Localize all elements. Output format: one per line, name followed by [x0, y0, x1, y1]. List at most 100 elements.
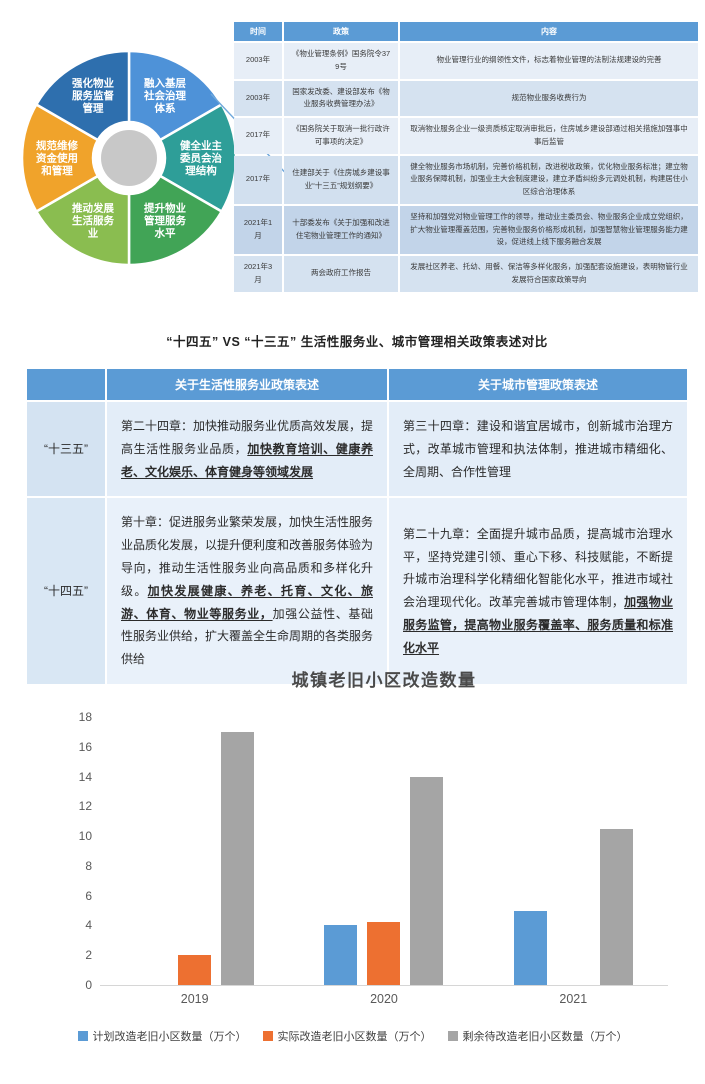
- y-tick-label: 6: [85, 888, 92, 903]
- donut-segment-label: 规范维修资金使用和管理: [36, 139, 78, 177]
- policy-cell: 健全物业服务市场机制，完善价格机制，改进税收政策，优化物业服务标准；建立物业服务…: [400, 155, 698, 204]
- comparison-column-header: [27, 369, 105, 400]
- y-tick-label: 2: [85, 948, 92, 963]
- bar: [513, 910, 547, 985]
- body-text: 第二十九章：全面提升城市品质，提高城市治理水平，坚持党建引领、重心下移、科技赋能…: [403, 526, 673, 610]
- policy-cell: 2017年: [234, 155, 282, 204]
- donut-segment-label: 强化物业服务监督管理: [72, 77, 114, 115]
- comparison-title: “十四五” VS “十三五” 生活性服务业、城市管理相关政策表述对比: [166, 335, 548, 349]
- y-tick-label: 14: [78, 769, 92, 784]
- y-tick-label: 4: [85, 918, 92, 933]
- highlighted-text: 加快教育培训、健康养老、文化娱乐、体育健身等领域发展: [121, 441, 373, 479]
- comparison-header-row: 关于生活性服务业政策表述 关于城市管理政策表述: [27, 369, 687, 400]
- donut-segment: [158, 102, 238, 214]
- policy-table-row: 2021年3月 两会政府工作报告 发展社区养老、托幼、用餐、保洁等多样化服务，加强配…: [234, 256, 698, 292]
- donut-segment: [34, 49, 131, 142]
- policy-cell: 2017年: [234, 118, 282, 154]
- body-text: 第二十四章：加快推动服务业优质高效发展，提高生活性服务业品质，: [121, 419, 374, 456]
- policy-cell: 住建部关于《住房城乡建设事业“十三五”规划纲要》: [284, 155, 398, 204]
- body-text: 第三十四章：建设和谐宜居城市，创新城市治理方式，改革城市管理和执法体制，推进城市…: [403, 419, 673, 479]
- donut-segment-label: 融入基层社会治理体系: [143, 77, 186, 115]
- legend-item: 计划改造老旧小区数量（万个）: [77, 1028, 247, 1044]
- x-tick-label: 2019: [180, 992, 209, 1006]
- comparison-table: 关于生活性服务业政策表述 关于城市管理政策表述 “十三五” 第二十四章：加快推动服务…: [25, 367, 689, 686]
- comparison-row: “十四五” 第十章：促进服务业繁荣发展，加快生活性服务业品质化发展，以提升便利度和…: [27, 498, 687, 684]
- legend-swatch-icon: [447, 1031, 458, 1041]
- highlighted-text: 加强物业服务监管，提高物业服务覆盖率、服务质量和标准化水平: [403, 595, 673, 655]
- policy-table-header-row: 时间 政策 内容: [234, 22, 698, 41]
- highlighted-text: 加快发展健康、养老、托育、文化、旅游、体育、物业等服务业，: [121, 583, 373, 621]
- policy-cell: 物业管理行业的纲领性文件，标志着物业管理的法制法规建设的完善: [400, 43, 698, 79]
- policy-cell: 坚持和加强党对物业管理工作的领导，推动业主委员会、物业服务企业成立党组织，扩大物…: [400, 205, 698, 254]
- comparison-cell: 第二十九章：全面提升城市品质，提高城市治理水平，坚持党建引领、重心下移、科技赋能…: [389, 498, 687, 684]
- policy-cell: 国家发改委、建设部发布《物业服务收费管理办法》: [284, 80, 398, 116]
- y-tick-label: 18: [78, 710, 92, 724]
- bar-group: [100, 717, 289, 985]
- donut-segment-label: 推动发展生活服务业: [72, 201, 114, 239]
- policy-cell: 发展社区养老、托幼、用餐、保洁等多样化服务，加强配套设施建设，表明物管行业发展符…: [400, 256, 698, 292]
- policy-cell: 2021年3月: [234, 256, 282, 292]
- bar: [410, 776, 444, 985]
- donut-segment-label: 提升物业管理服务水平: [144, 201, 186, 239]
- comparison-cell: 第二十四章：加快推动服务业优质高效发展，提高生活性服务业品质，加快教育培训、健康…: [107, 402, 387, 497]
- bar-chart-y-axis: 0 2 4 6 8 10 12 14 16 18: [56, 709, 92, 994]
- policy-cell: 两会政府工作报告: [284, 256, 398, 292]
- legend-label: 实际改造老旧小区数量（万个）: [277, 1031, 432, 1043]
- bar-chart-title: 城镇老旧小区改造数量: [291, 671, 477, 690]
- policy-table-row: 2021年1月 十部委发布《关于加强和改进住宅物业管理工作的通知》 坚持和加强党对物…: [234, 205, 698, 254]
- bar: [599, 828, 633, 985]
- policy-table-row: 2017年 住建部关于《住房城乡建设事业“十三五”规划纲要》 健全物业服务市场机制，…: [234, 155, 698, 204]
- y-tick-label: 10: [78, 829, 92, 844]
- donut-center: [101, 130, 157, 186]
- policy-column-header: 政策: [284, 22, 398, 41]
- bar-chart-x-axis: 2019 2020 2021: [100, 992, 668, 1006]
- y-tick-label: 12: [78, 799, 92, 814]
- bar-group: [479, 717, 668, 985]
- bar-group: [289, 717, 478, 985]
- comparison-column-header: 关于生活性服务业政策表述: [107, 369, 387, 400]
- policy-table-row: 2017年 《国务院关于取消一批行政许可事项的决定》 取消物业服务企业一级资质核定取…: [234, 118, 698, 154]
- donut-chart: 融入基层社会治理体系健全业主委员会治理结构提升物业管理服务水平推动发展生活服务业…: [20, 49, 238, 267]
- body-text: 第十章：促进服务业繁荣发展，加快生活性服务业品质化发展，以提升便利度和改善服务体…: [121, 515, 374, 598]
- policy-cell: 2003年: [234, 80, 282, 116]
- comparison-row: “十三五” 第二十四章：加快推动服务业优质高效发展，提高生活性服务业品质，加快教育…: [27, 402, 687, 497]
- legend-swatch-icon: [262, 1031, 273, 1041]
- policy-cell: 2021年1月: [234, 205, 282, 254]
- donut-segment-label: 健全业主委员会治理结构: [179, 139, 222, 177]
- plan-period-label: “十四五”: [27, 498, 105, 684]
- comparison-column-header: 关于城市管理政策表述: [389, 369, 687, 400]
- y-tick-label: 8: [85, 858, 92, 873]
- policy-cell: 《物业管理条例》国务院令379号: [284, 43, 398, 79]
- donut-segment: [20, 102, 100, 214]
- bar: [178, 955, 212, 985]
- policy-column-header: 内容: [400, 22, 698, 41]
- x-tick-label: 2020: [370, 992, 398, 1006]
- bar: [221, 731, 255, 985]
- y-tick-label: 0: [85, 978, 92, 992]
- y-tick-label: 16: [78, 739, 92, 754]
- plan-period-label: “十三五”: [27, 402, 105, 497]
- bar: [367, 922, 401, 985]
- legend-label: 剩余待改造老旧小区数量（万个）: [462, 1031, 628, 1043]
- legend-label: 计划改造老旧小区数量（万个）: [92, 1031, 247, 1043]
- policy-cell: 2003年: [234, 43, 282, 79]
- policy-cell: 十部委发布《关于加强和改进住宅物业管理工作的通知》: [284, 205, 398, 254]
- policy-table: 时间 政策 内容 2003年 《物业管理条例》国务院令379号 物业管理行业的纲领性文件…: [232, 20, 700, 294]
- policy-column-header: 时间: [234, 22, 282, 41]
- x-tick-label: 2021: [559, 992, 588, 1006]
- comparison-cell: 第三十四章：建设和谐宜居城市，创新城市治理方式，改革城市管理和执法体制，推进城市…: [389, 402, 687, 497]
- donut-segment: [127, 174, 224, 267]
- policy-cell: 取消物业服务企业一级资质核定取消审批后，住房城乡建设部通过相关措施加强事中事后监…: [400, 118, 698, 154]
- legend-swatch-icon: [77, 1031, 88, 1041]
- policy-cell: 《国务院关于取消一批行政许可事项的决定》: [284, 118, 398, 154]
- bar-chart-plot: [100, 717, 668, 986]
- bar: [324, 925, 358, 985]
- legend-item: 剩余待改造老旧小区数量（万个）: [447, 1028, 628, 1044]
- policy-table-row: 2003年 国家发改委、建设部发布《物业服务收费管理办法》 规范物业服务收费行为: [234, 80, 698, 116]
- bar-chart-legend: 计划改造老旧小区数量（万个） 实际改造老旧小区数量（万个） 剩余待改造老旧小区数量（…: [0, 1028, 705, 1044]
- comparison-cell: 第十章：促进服务业繁荣发展，加快生活性服务业品质化发展，以提升便利度和改善服务体…: [107, 498, 387, 684]
- body-text: 加强公益性、基础性服务业供给，扩大覆盖全生命周期的各类服务供给: [121, 606, 374, 667]
- policy-cell: 规范物业服务收费行为: [400, 80, 698, 116]
- legend-item: 实际改造老旧小区数量（万个）: [262, 1028, 432, 1044]
